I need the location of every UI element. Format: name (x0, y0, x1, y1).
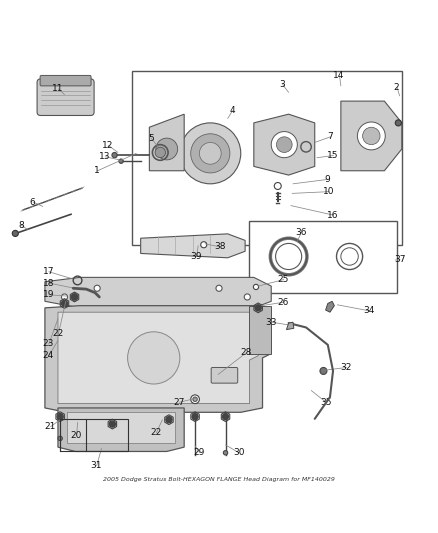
Text: 38: 38 (214, 243, 226, 252)
Text: 31: 31 (91, 462, 102, 470)
Text: 26: 26 (278, 298, 289, 306)
Text: 22: 22 (53, 329, 64, 338)
Circle shape (244, 294, 251, 300)
Circle shape (274, 182, 281, 189)
FancyBboxPatch shape (211, 367, 238, 383)
Polygon shape (286, 322, 294, 329)
Circle shape (191, 134, 230, 173)
Circle shape (57, 414, 63, 419)
Circle shape (155, 147, 166, 158)
Circle shape (94, 285, 100, 292)
FancyBboxPatch shape (250, 221, 397, 293)
Text: 32: 32 (340, 363, 352, 372)
Text: 6: 6 (30, 198, 35, 207)
Text: 5: 5 (148, 134, 154, 143)
Text: 23: 23 (43, 340, 54, 349)
Text: 8: 8 (18, 221, 24, 230)
Circle shape (119, 159, 123, 163)
Text: 37: 37 (394, 255, 405, 264)
Circle shape (271, 132, 297, 158)
Circle shape (71, 294, 78, 300)
Circle shape (61, 301, 67, 306)
Polygon shape (58, 408, 184, 451)
Text: 27: 27 (173, 398, 185, 407)
Polygon shape (67, 413, 176, 443)
Text: 17: 17 (42, 267, 54, 276)
Text: 7: 7 (327, 132, 333, 141)
Circle shape (191, 395, 199, 403)
Text: 22: 22 (150, 428, 162, 437)
Polygon shape (45, 305, 271, 413)
Circle shape (58, 436, 62, 441)
FancyBboxPatch shape (132, 71, 402, 245)
Circle shape (180, 123, 241, 184)
Text: 3: 3 (279, 80, 285, 89)
Circle shape (192, 414, 198, 419)
Circle shape (112, 152, 117, 158)
Bar (60, 419, 127, 451)
Circle shape (71, 294, 78, 300)
FancyBboxPatch shape (37, 79, 94, 116)
Polygon shape (45, 277, 271, 308)
Text: 2: 2 (394, 83, 399, 92)
Text: 36: 36 (295, 228, 307, 237)
Text: 29: 29 (194, 448, 205, 457)
Circle shape (12, 230, 18, 237)
Text: 39: 39 (191, 253, 202, 261)
Circle shape (357, 122, 385, 150)
Text: 28: 28 (240, 348, 252, 357)
Circle shape (223, 414, 229, 419)
Text: 15: 15 (327, 151, 339, 160)
Circle shape (166, 417, 172, 423)
Text: 18: 18 (42, 279, 54, 287)
Polygon shape (58, 312, 258, 403)
Text: 12: 12 (102, 141, 114, 150)
Text: 4: 4 (229, 106, 235, 115)
FancyBboxPatch shape (40, 76, 91, 86)
Circle shape (110, 421, 116, 427)
Text: 34: 34 (364, 306, 375, 316)
Circle shape (193, 397, 197, 401)
Circle shape (320, 367, 327, 375)
Circle shape (216, 285, 222, 292)
Circle shape (127, 332, 180, 384)
Text: 25: 25 (278, 275, 289, 284)
Circle shape (363, 127, 380, 144)
Text: 33: 33 (265, 318, 277, 327)
Text: 30: 30 (233, 448, 244, 457)
Text: 24: 24 (43, 351, 54, 360)
Text: 13: 13 (99, 152, 111, 161)
Circle shape (201, 241, 207, 248)
Text: 2005 Dodge Stratus Bolt-HEXAGON FLANGE Head Diagram for MF140029: 2005 Dodge Stratus Bolt-HEXAGON FLANGE H… (103, 477, 335, 482)
Circle shape (253, 284, 258, 289)
Polygon shape (250, 305, 271, 353)
Text: 9: 9 (324, 175, 330, 184)
Text: 10: 10 (323, 187, 335, 196)
Polygon shape (254, 114, 315, 175)
Polygon shape (341, 101, 402, 171)
Text: 11: 11 (52, 84, 64, 93)
Text: 1: 1 (94, 166, 100, 175)
Text: 16: 16 (327, 211, 339, 220)
Polygon shape (141, 234, 245, 258)
Text: 19: 19 (42, 290, 54, 300)
Circle shape (223, 450, 228, 455)
Circle shape (156, 138, 178, 160)
Circle shape (61, 294, 67, 300)
Circle shape (276, 137, 292, 152)
Polygon shape (149, 114, 184, 171)
Polygon shape (325, 301, 334, 312)
Circle shape (395, 120, 401, 126)
Text: 35: 35 (320, 398, 332, 407)
Text: 21: 21 (44, 422, 56, 431)
Text: 14: 14 (333, 71, 345, 80)
Circle shape (255, 305, 261, 311)
Circle shape (199, 142, 221, 164)
Text: 20: 20 (71, 431, 82, 440)
